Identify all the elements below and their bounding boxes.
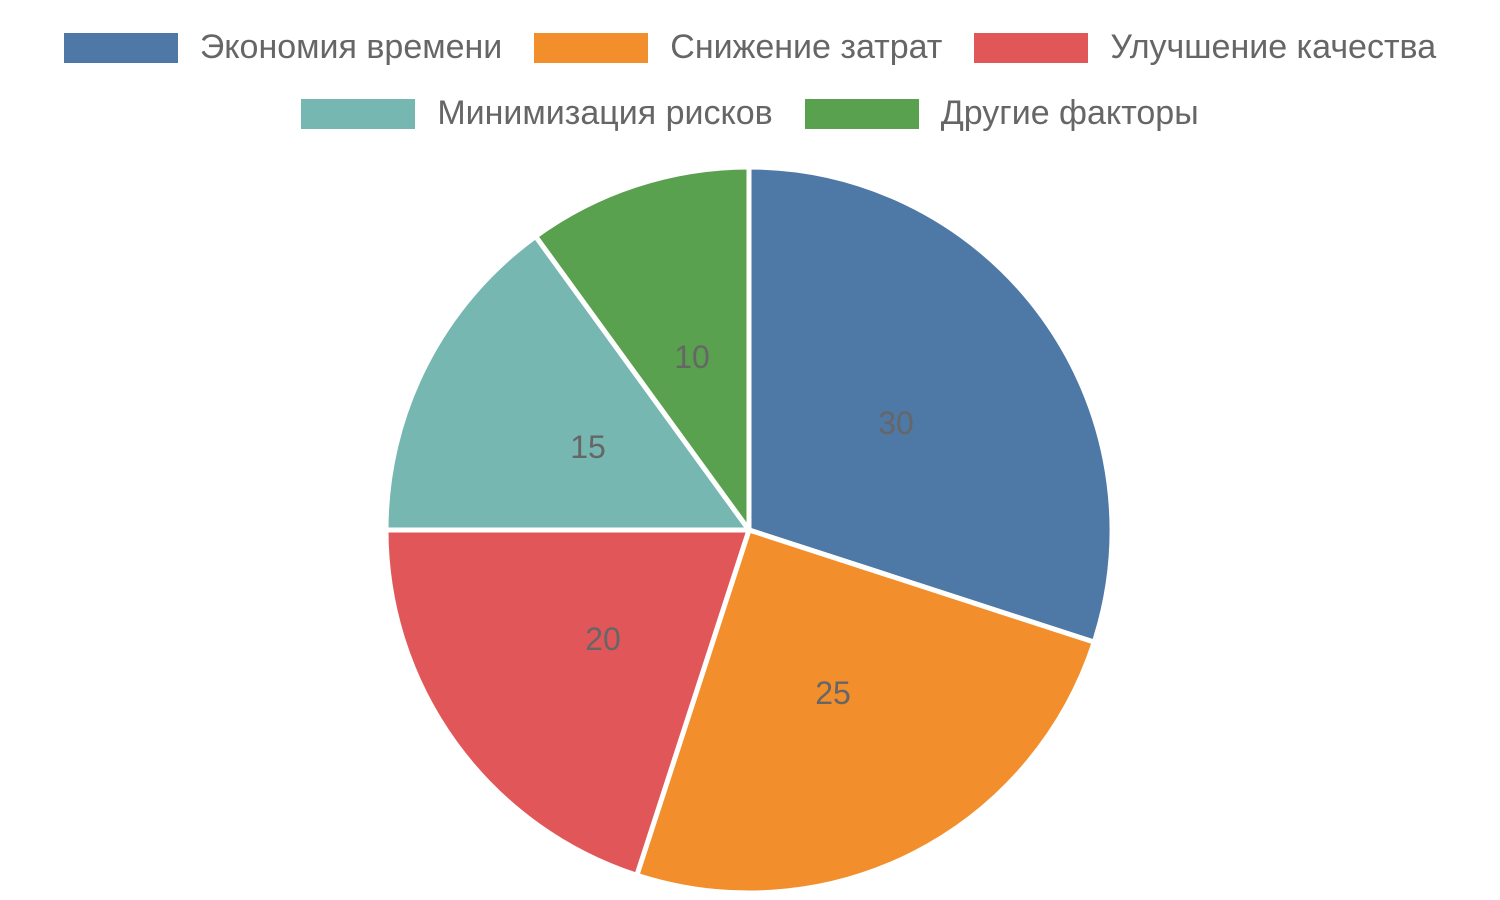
slice-label-time-savings: 30 (878, 405, 914, 441)
pie-slices (383, 164, 1115, 896)
pie-labels: 30 25 20 15 10 (570, 339, 914, 711)
legend-swatch-red (974, 32, 1089, 63)
legend-item-other-factors[interactable]: Другие факторы (804, 94, 1199, 133)
legend-label: Экономия времени (199, 28, 503, 66)
legend-label: Улучшение качества (1110, 28, 1437, 66)
legend-swatch-orange (534, 32, 649, 63)
legend-item-time-savings[interactable]: Экономия времени (63, 28, 503, 67)
legend-swatch-green (804, 98, 919, 129)
pie-slice-cost-reduction[interactable] (634, 527, 1097, 896)
pie-slice-time-savings[interactable] (746, 164, 1115, 645)
slice-label-risk-minimization: 15 (570, 429, 606, 465)
legend-label: Другие факторы (940, 94, 1199, 132)
slice-label-quality-improvement: 20 (585, 621, 621, 657)
pie-slice-risk-minimization[interactable] (383, 233, 752, 533)
legend-swatch-blue (63, 32, 178, 63)
legend-item-quality-improvement[interactable]: Улучшение качества (974, 28, 1436, 67)
slice-label-cost-reduction: 25 (815, 675, 851, 711)
pie-slice-quality-improvement[interactable] (383, 527, 752, 878)
legend-row-1: Экономия времени Снижение затрат Улучшен… (0, 28, 1500, 67)
legend-item-risk-minimization[interactable]: Минимизация рисков (301, 94, 773, 133)
legend-swatch-teal (301, 98, 416, 129)
legend-label: Снижение затрат (670, 28, 943, 66)
pie-slice-other-factors[interactable] (533, 164, 752, 533)
legend-label: Минимизация рисков (437, 94, 773, 132)
legend-item-cost-reduction[interactable]: Снижение затрат (534, 28, 942, 67)
slice-label-other-factors: 10 (674, 339, 710, 375)
legend-row-2: Минимизация рисков Другие факторы (0, 94, 1500, 133)
